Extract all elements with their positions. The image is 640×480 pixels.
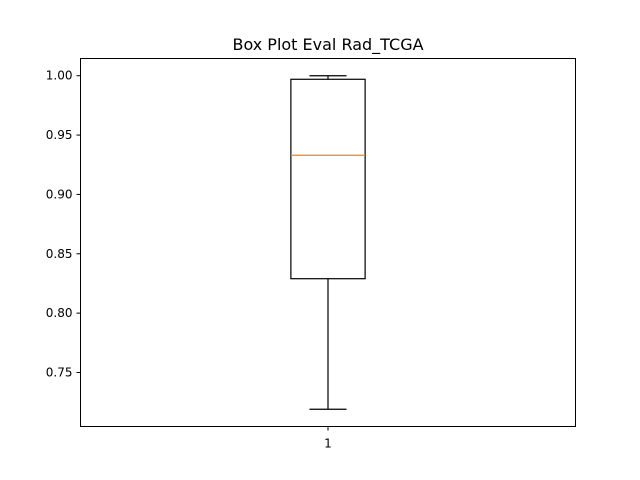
y-tick-label: 0.80 — [46, 306, 73, 320]
chart-title: Box Plot Eval Rad_TCGA — [232, 35, 423, 55]
y-axis: 0.75 0.80 0.85 0.90 0.95 1.00 — [46, 69, 81, 379]
x-axis: 1 — [324, 426, 332, 451]
x-tick-label: 1 — [324, 437, 332, 451]
y-tick-label: 0.85 — [46, 247, 73, 261]
box-iqr — [290, 78, 366, 280]
axes-frame — [80, 58, 576, 427]
plot-area — [290, 75, 366, 410]
y-tick-label: 0.75 — [46, 365, 73, 379]
y-tick-label: 0.90 — [46, 187, 73, 201]
y-tick-label: 1.00 — [46, 69, 73, 83]
y-tick-label: 0.95 — [46, 128, 73, 142]
